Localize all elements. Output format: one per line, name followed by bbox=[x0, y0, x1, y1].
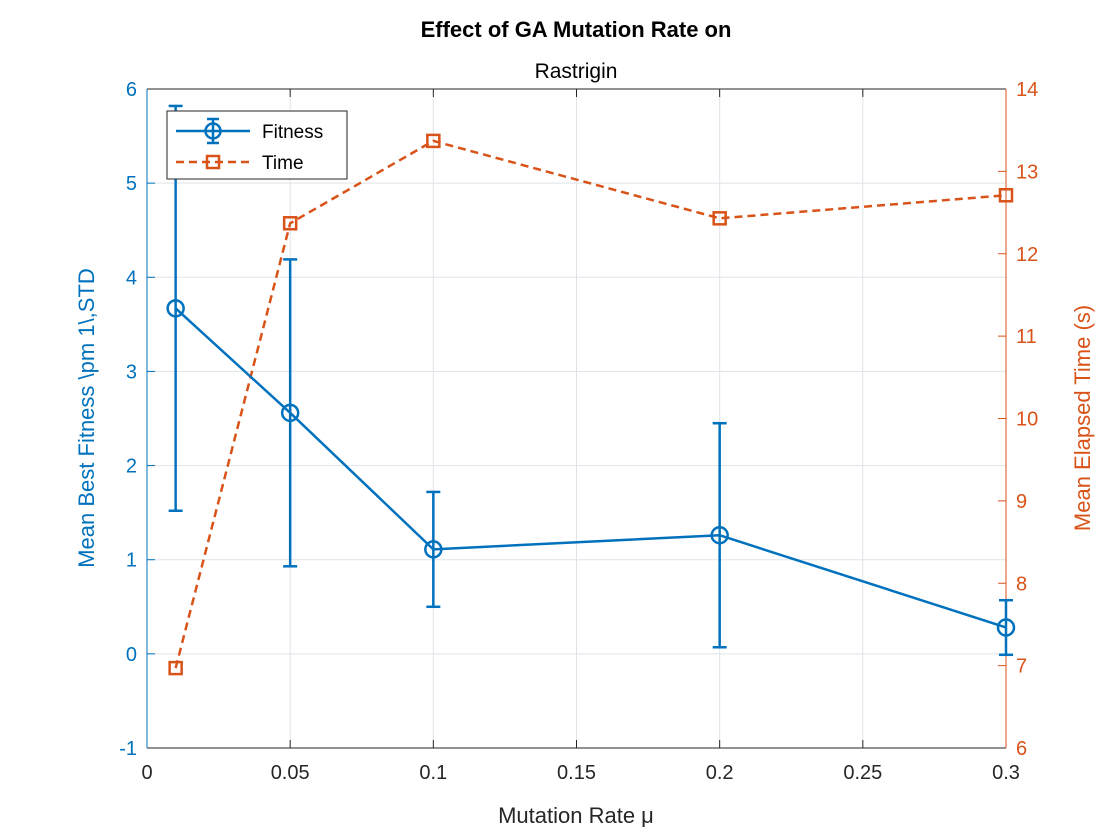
fitness-point bbox=[710, 525, 729, 545]
y-right-tick-label: 8 bbox=[1016, 573, 1027, 595]
axes bbox=[146, 88, 1007, 749]
y-left-tick-label: 2 bbox=[126, 456, 137, 478]
y-left-tick-label: 5 bbox=[126, 173, 137, 195]
y-right-axis-label: Mean Elapsed Time (s) bbox=[1070, 305, 1095, 531]
fitness-point bbox=[424, 540, 443, 559]
legend-marker-time bbox=[205, 154, 221, 170]
y-right-tick-label: 12 bbox=[1016, 244, 1038, 266]
x-tick-label: 0.2 bbox=[706, 762, 734, 784]
y-left-tick-label: 3 bbox=[126, 361, 137, 383]
x-tick-label: 0.1 bbox=[419, 762, 447, 784]
y-right-tick-label: 9 bbox=[1016, 491, 1027, 513]
x-tick-label: 0.15 bbox=[557, 762, 596, 784]
y-left-tick-label: 6 bbox=[126, 79, 137, 101]
y-right-tick-label: 11 bbox=[1016, 326, 1037, 348]
chart-subtitle: Rastrigin bbox=[535, 60, 618, 83]
y-left-tick-label: 1 bbox=[126, 550, 137, 572]
legend-entry-time: Time bbox=[176, 153, 304, 174]
chart-title: Effect of GA Mutation Rate on bbox=[421, 17, 732, 42]
tick-labels: 0 0.05 0.1 0.15 0.2 0.25 0.3-10123456678910111… bbox=[119, 79, 1038, 784]
legend-label-fitness: Fitness bbox=[262, 122, 323, 143]
legend-label-time: Time bbox=[262, 153, 304, 174]
y-right-tick-label: 14 bbox=[1016, 79, 1038, 101]
y-right-tick-label: 6 bbox=[1016, 738, 1027, 760]
fitness-point bbox=[996, 618, 1016, 637]
x-tick-label: 0 bbox=[141, 762, 152, 784]
x-tick-label: 0.25 bbox=[843, 762, 882, 784]
y-left-tick-label: 0 bbox=[126, 644, 137, 666]
time-series-line bbox=[174, 139, 1007, 669]
x-tick-label: 0.05 bbox=[271, 762, 310, 784]
fitness-point bbox=[280, 403, 300, 423]
time-point bbox=[282, 216, 298, 231]
legend: Fitness Time bbox=[166, 110, 348, 180]
x-axis-label: Mutation Rate μ bbox=[498, 803, 654, 828]
y-left-axis-label: Mean Best Fitness \pm 1\,STD bbox=[74, 268, 99, 568]
y-right-tick-label: 13 bbox=[1016, 161, 1038, 183]
time-point bbox=[426, 133, 441, 149]
legend-box bbox=[166, 110, 348, 180]
y-left-tick-label: -1 bbox=[119, 738, 137, 760]
legend-marker-fitness bbox=[204, 122, 222, 140]
time-point bbox=[168, 660, 183, 676]
y-left-tick-label: 4 bbox=[126, 267, 137, 289]
y-right-tick-label: 10 bbox=[1016, 409, 1038, 431]
y-right-tick-label: 7 bbox=[1016, 656, 1027, 678]
fitness-series-line bbox=[174, 307, 1007, 629]
x-tick-label: 0.3 bbox=[992, 762, 1020, 784]
fitness-point bbox=[166, 299, 185, 318]
time-point bbox=[712, 211, 727, 226]
legend-entry-fitness: Fitness bbox=[176, 117, 323, 145]
time-point bbox=[998, 188, 1014, 203]
series-layer bbox=[166, 104, 1016, 676]
